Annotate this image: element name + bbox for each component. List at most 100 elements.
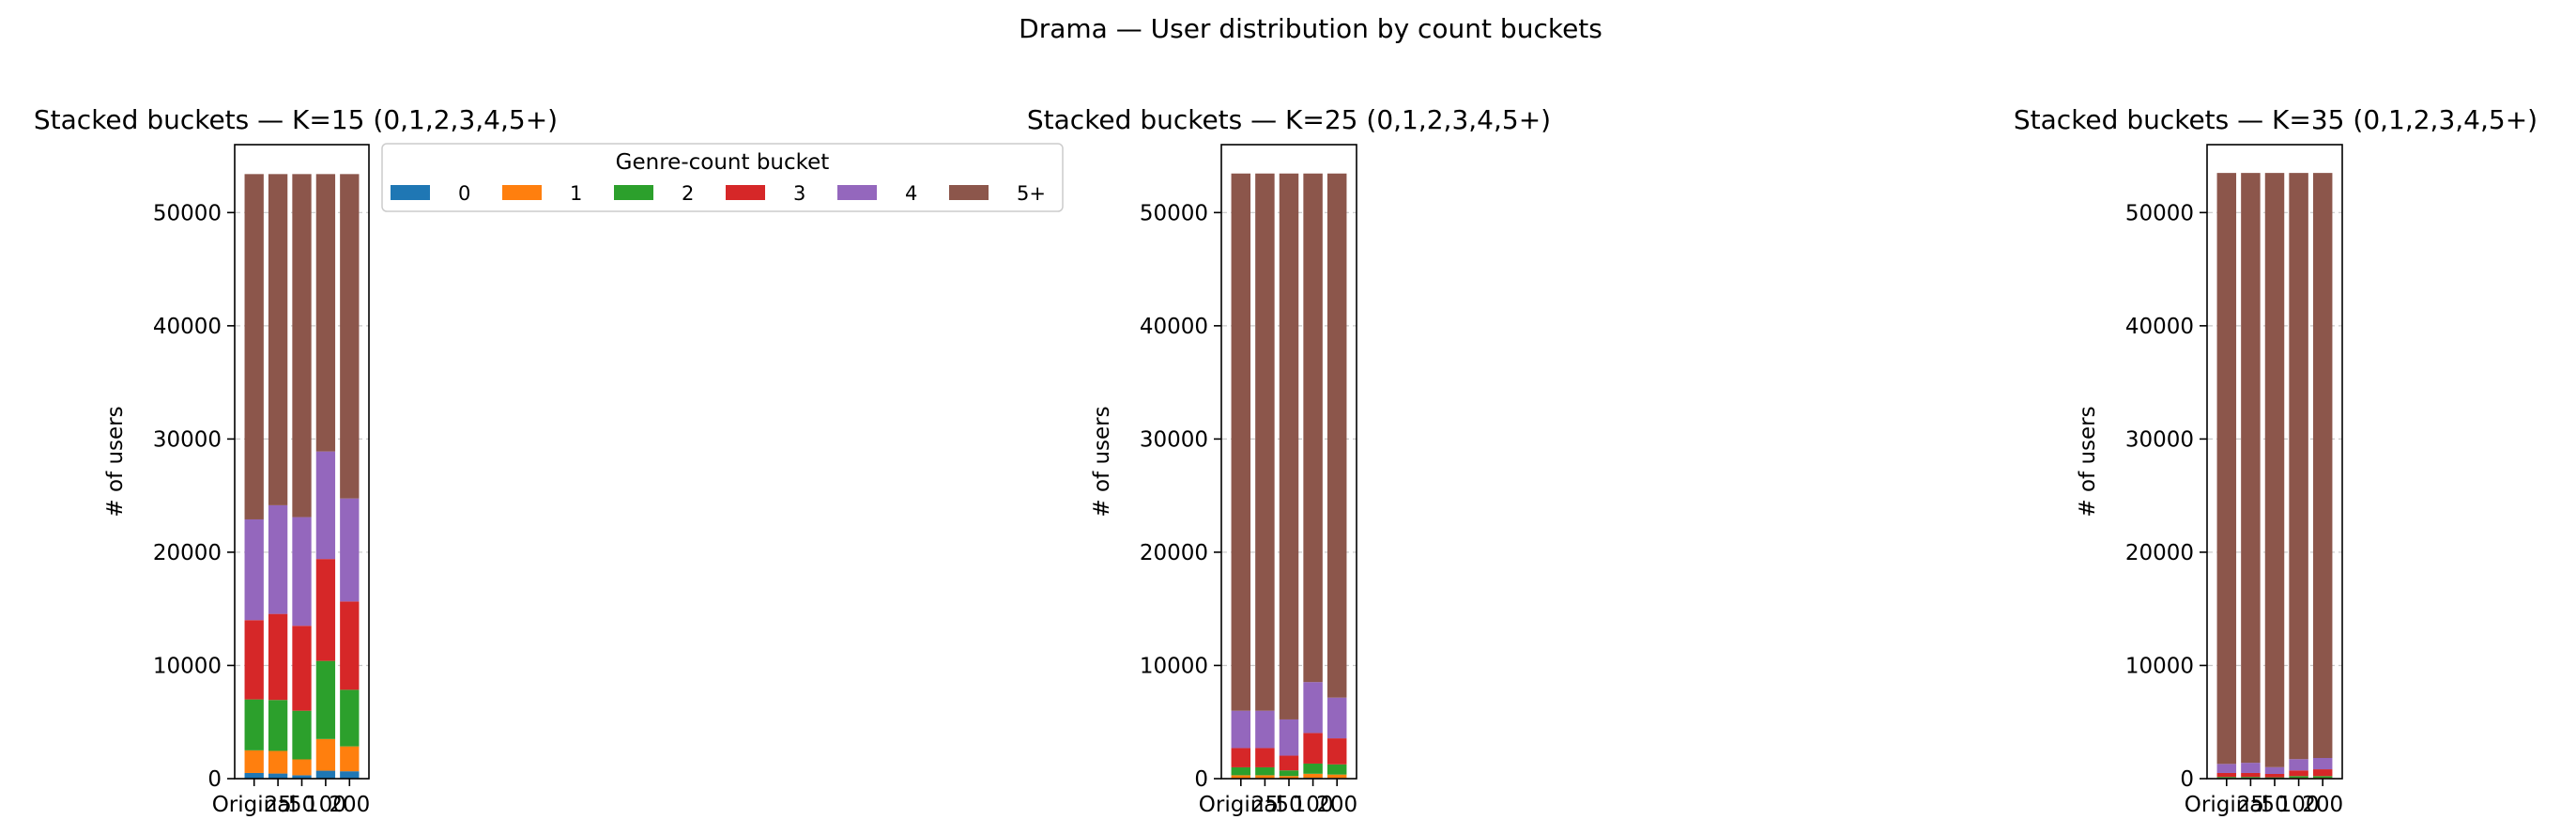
bar-segment-200-bucket-5plus xyxy=(2312,173,2333,759)
legend-swatch xyxy=(614,185,653,200)
legend-label: 1 xyxy=(570,182,582,205)
bar-segment-original-bucket-3 xyxy=(244,620,264,700)
bar-segment-25-bucket-4 xyxy=(1255,710,1275,749)
bar-segment-100-bucket-3 xyxy=(315,559,336,661)
bar-segment-200-bucket-1 xyxy=(340,746,360,772)
bar-segment-50-bucket-5plus xyxy=(2264,173,2285,767)
x-tick-label: 50 xyxy=(2261,793,2288,817)
bar-segment-original-bucket-3 xyxy=(1231,748,1251,767)
chart-title: Stacked buckets — K=35 (0,1,2,3,4,5+) xyxy=(2014,104,2538,135)
y-tick-label: 20000 xyxy=(153,541,222,565)
bar-segment-25-bucket-0 xyxy=(268,773,288,779)
bar-segment-100-bucket-2 xyxy=(315,660,336,739)
bar-segment-100-bucket-2 xyxy=(1303,763,1323,774)
bar-segment-original-bucket-2 xyxy=(244,699,264,750)
bar-segment-50-bucket-5plus xyxy=(292,174,312,518)
x-tick-label: 50 xyxy=(288,793,315,817)
figure-title: Drama — User distribution by count bucke… xyxy=(1019,13,1602,44)
y-axis-label: # of users xyxy=(1090,406,1114,517)
bar-segment-200-bucket-1 xyxy=(1326,774,1347,779)
y-tick-label: 20000 xyxy=(1140,541,1208,565)
x-tick-label: 200 xyxy=(2302,793,2343,817)
x-tick-label: 25 xyxy=(2237,793,2264,817)
bar-segment-original-bucket-4 xyxy=(1231,710,1251,749)
bar-segment-25-bucket-3 xyxy=(1255,748,1275,767)
bar-segment-25-bucket-2 xyxy=(268,700,288,751)
chart-panel-2: Stacked buckets — K=25 (0,1,2,3,4,5+) 0 10… xyxy=(1027,104,1551,817)
bar-segment-25-bucket-2 xyxy=(1255,766,1275,776)
y-tick-label: 30000 xyxy=(153,427,222,452)
y-tick-label: 0 xyxy=(2180,767,2194,792)
bar-segment-50-bucket-2 xyxy=(292,710,312,760)
legend-title: Genre-count bucket xyxy=(616,150,830,175)
bar-segment-200-bucket-3 xyxy=(2312,769,2333,777)
y-tick-label: 40000 xyxy=(1140,315,1208,339)
x-tick-label: Original xyxy=(212,793,297,817)
y-tick-label: 40000 xyxy=(2125,315,2194,339)
x-tick-label: 100 xyxy=(1293,793,1334,817)
y-tick-label: 30000 xyxy=(2125,427,2194,452)
x-tick-label: Original xyxy=(1199,793,1283,817)
bar-segment-50-bucket-3 xyxy=(2264,773,2285,778)
axes-frame xyxy=(2206,144,2343,780)
bar-segment-25-bucket-3 xyxy=(2241,772,2261,778)
bar-segment-100-bucket-3 xyxy=(2289,770,2308,777)
bar-segment-original-bucket-4 xyxy=(244,518,264,621)
bar-segment-100-bucket-1 xyxy=(1303,773,1323,779)
bar-segment-50-bucket-4 xyxy=(2264,766,2285,774)
bar-segment-200-bucket-3 xyxy=(340,601,360,690)
y-tick-label: 50000 xyxy=(1140,201,1208,225)
bar-segment-original-bucket-5plus xyxy=(1231,173,1251,711)
y-tick-label: 40000 xyxy=(153,315,222,339)
bar-segment-200-bucket-5plus xyxy=(1326,173,1347,698)
bar-segment-50-bucket-5plus xyxy=(1279,173,1299,719)
x-tick-label: 50 xyxy=(1275,793,1302,817)
legend-swatch xyxy=(391,185,430,200)
y-tick-label: 10000 xyxy=(2125,654,2194,678)
legend-frame xyxy=(381,143,1064,212)
bar-segment-50-bucket-3 xyxy=(1279,755,1299,771)
legend-swatch xyxy=(837,185,877,200)
bar-segment-100-bucket-4 xyxy=(2289,759,2308,771)
bar-segment-50-bucket-1 xyxy=(292,759,312,776)
y-tick-label: 10000 xyxy=(1140,654,1208,678)
bar-segment-25-bucket-4 xyxy=(268,504,288,614)
chart-panel-1: Stacked buckets — K=15 (0,1,2,3,4,5+)010… xyxy=(34,104,1064,817)
legend-label: 4 xyxy=(905,182,917,205)
bar-segment-100-bucket-1 xyxy=(315,738,336,771)
bar-segment-original-bucket-5plus xyxy=(2216,173,2237,765)
chart-panel-3: Stacked buckets — K=35 (0,1,2,3,4,5+) 0 10… xyxy=(2014,104,2538,817)
bar-segment-100-bucket-0 xyxy=(315,770,336,779)
x-tick-label: Original xyxy=(2185,793,2269,817)
bar-segment-200-bucket-4 xyxy=(1326,697,1347,739)
chart-title: Stacked buckets — K=25 (0,1,2,3,4,5+) xyxy=(1027,104,1551,135)
bar-segment-original-bucket-3 xyxy=(2216,772,2237,778)
legend-label: 5+ xyxy=(1017,182,1046,205)
y-tick-label: 10000 xyxy=(153,654,222,678)
x-tick-label: 25 xyxy=(1251,793,1279,817)
bar-segment-200-bucket-3 xyxy=(1326,738,1347,765)
bar-segment-100-bucket-5plus xyxy=(2289,173,2308,760)
bar-segment-50-bucket-0 xyxy=(292,775,312,779)
bar-segment-original-bucket-2 xyxy=(1231,766,1251,776)
x-tick-label: 25 xyxy=(264,793,291,817)
bar-segment-50-bucket-2 xyxy=(1279,770,1299,777)
bar-segment-200-bucket-4 xyxy=(340,498,360,602)
legend-label: 2 xyxy=(682,182,694,205)
bar-segment-100-bucket-2 xyxy=(2289,776,2308,779)
bar-segment-50-bucket-3 xyxy=(292,626,312,711)
legend-swatch xyxy=(726,185,765,200)
bar-segment-original-bucket-4 xyxy=(2216,764,2237,773)
bar-segment-original-bucket-0 xyxy=(244,772,264,779)
y-tick-label: 0 xyxy=(207,767,222,792)
bar-segment-200-bucket-2 xyxy=(1326,764,1347,775)
bar-segment-original-bucket-5plus xyxy=(244,174,264,519)
bar-segment-original-bucket-2 xyxy=(2216,777,2237,779)
bar-segment-50-bucket-4 xyxy=(1279,719,1299,756)
bar-segment-100-bucket-5plus xyxy=(315,174,336,452)
legend-swatch xyxy=(502,185,542,200)
y-tick-label: 30000 xyxy=(1140,427,1208,452)
bar-segment-50-bucket-2 xyxy=(2264,777,2285,779)
bar-segment-100-bucket-4 xyxy=(315,451,336,560)
